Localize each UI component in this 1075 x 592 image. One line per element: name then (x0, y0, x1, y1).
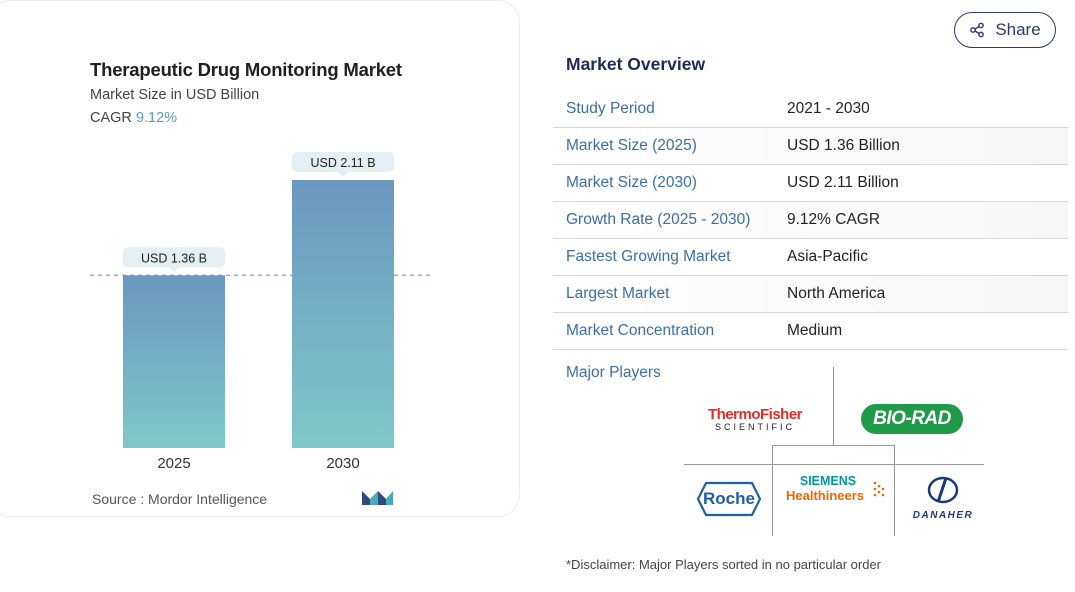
data-label-bg (292, 152, 394, 172)
divider (894, 445, 895, 536)
overview-value: 2021 - 2030 (787, 100, 870, 117)
cagr-label: CAGR (90, 110, 132, 126)
bar-2025 (123, 275, 225, 448)
overview-key[interactable]: Market Size (2025) (566, 137, 697, 154)
overview-row-market-size-2025: Market Size (2025) USD 1.36 Billion (553, 128, 1068, 165)
thermo-fisher-wordmark: ThermoFisher (707, 406, 803, 423)
danaher-logo: DANAHER (908, 476, 978, 521)
data-label-pointer (338, 172, 348, 177)
divider (833, 367, 834, 445)
overview-value: 9.12% CAGR (787, 211, 881, 228)
share-button[interactable]: Share (954, 12, 1056, 48)
bar-chart: USD 1.36 B 2025 USD 2.11 B 2030 (90, 152, 430, 472)
market-overview-title: Market Overview (566, 54, 706, 74)
divider (772, 445, 773, 536)
siemens-wordmark: SIEMENS (799, 474, 857, 488)
mordor-intelligence-logo (362, 491, 393, 505)
overview-row-largest-market: Largest Market North America (553, 276, 1068, 313)
chart-title: Therapeutic Drug Monitoring Market (90, 59, 402, 80)
data-label-bg (123, 247, 225, 268)
siemens-healthineers-logo: SIEMENS Healthineers (786, 474, 890, 503)
overview-row-market-size-2030: Market Size (2030) USD 2.11 Billion (553, 165, 1068, 202)
chart-card (0, 0, 520, 517)
overview-row-study-period: Study Period 2021 - 2030 (553, 91, 1068, 128)
data-label: USD 2.11 B (310, 156, 375, 170)
roche-logo: Roche (696, 481, 762, 522)
overview-key[interactable]: Study Period (566, 100, 655, 117)
share-icon (970, 22, 985, 38)
bio-rad-wordmark: BIO-RAD (873, 408, 951, 429)
danaher-wordmark: DANAHER (912, 510, 974, 521)
market-overview-table: Study Period 2021 - 2030 Market Size (20… (553, 91, 1068, 350)
overview-value: Medium (787, 322, 843, 339)
divider (684, 464, 984, 465)
data-label: USD 1.36 B (141, 251, 207, 265)
overview-value: Asia-Pacific (787, 248, 868, 265)
chart-source: Source : Mordor Intelligence (92, 491, 268, 507)
x-tick-label: 2030 (326, 455, 359, 472)
disclaimer: *Disclaimer: Major Players sorted in no … (566, 557, 882, 572)
overview-row-growth-rate: Growth Rate (2025 - 2030) 9.12% CAGR (553, 202, 1068, 239)
healthineers-wordmark: Healthineers (786, 488, 865, 503)
overview-key[interactable]: Market Concentration (566, 322, 715, 339)
chart-subtitle: Market Size in USD Billion (90, 87, 260, 103)
overview-value: USD 2.11 Billion (787, 174, 899, 191)
overview-key[interactable]: Fastest Growing Market (566, 248, 731, 265)
chart-cagr: CAGR 9.12% (90, 110, 177, 126)
data-label-pointer (169, 267, 179, 273)
thermo-fisher-subtext: SCIENTIFIC (714, 422, 795, 432)
roche-wordmark: Roche (703, 489, 755, 508)
thermo-fisher-logo: ThermoFisher SCIENTIFIC (700, 407, 810, 433)
roche-hexagon-icon (696, 481, 762, 517)
bar-2030 (292, 180, 394, 448)
overview-key[interactable]: Largest Market (566, 285, 670, 302)
overview-key[interactable]: Market Size (2030) (566, 174, 697, 191)
bio-rad-logo: BIO-RAD (861, 404, 963, 434)
overview-value: North America (787, 285, 886, 302)
share-label: Share (995, 20, 1041, 39)
cagr-value: 9.12% (135, 110, 178, 126)
siemens-dots-icon (873, 481, 885, 497)
overview-row-fastest-growing: Fastest Growing Market Asia-Pacific (553, 239, 1068, 276)
major-players-label[interactable]: Major Players (566, 364, 661, 381)
x-tick-label: 2025 (157, 455, 190, 472)
overview-row-concentration: Market Concentration Medium (553, 313, 1068, 350)
divider (772, 445, 895, 446)
overview-value: USD 1.36 Billion (787, 137, 900, 154)
overview-key[interactable]: Growth Rate (2025 - 2030) (566, 211, 751, 228)
danaher-mark-icon (927, 476, 959, 504)
